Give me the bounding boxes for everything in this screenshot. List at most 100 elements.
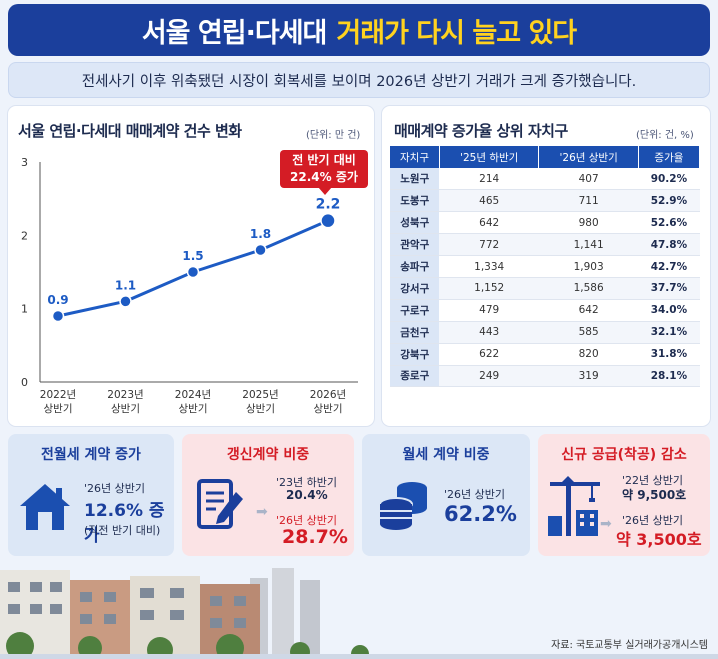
- count-cell: 622: [439, 343, 539, 366]
- x-tick-label: 상반기: [179, 403, 208, 415]
- supply-before-value: 약 9,500호: [622, 488, 687, 502]
- growth-callout-line1: 전 반기 대비: [292, 153, 356, 167]
- count-cell: 214: [439, 168, 539, 191]
- renewal-card-title: 갱신계약 비중: [226, 447, 310, 463]
- headline-highlight: 거래가 다시 늘고 있다: [336, 17, 577, 49]
- region-cell: 금천구: [390, 321, 440, 344]
- table-header-cell: '26년 상반기: [538, 146, 639, 168]
- x-tick-label: 2026년: [310, 389, 346, 401]
- house-icon: [20, 484, 70, 530]
- monthly-period: '26년 상반기: [444, 488, 505, 501]
- renewal-arrow-icon: ➡: [256, 504, 268, 520]
- table-title: 매매계약 증가율 상위 자치구: [394, 122, 568, 140]
- rent-value-text: 12.6% 증가: [84, 501, 165, 546]
- table-row: 강서구 1,152 1,586 37.7%: [390, 277, 700, 300]
- growth-rate-cell: 52.6%: [638, 211, 700, 235]
- y-tick-label: 0: [21, 376, 28, 389]
- growth-rate-cell: 42.7%: [638, 255, 700, 278]
- data-label: 1.5: [182, 249, 203, 263]
- rent-card: 전월세 계약 증가 '26년 상반기 12.6% 증가 (직전 반기 대비): [8, 434, 174, 556]
- growth-rate-cell: 32.1%: [638, 321, 700, 344]
- rent-note: (직전 반기 대비): [84, 524, 161, 537]
- x-tick-label: 상반기: [314, 403, 343, 415]
- supply-after-label: '26년 상반기: [622, 514, 683, 527]
- source-credit: 자료: 국토교통부 실거래가공개시스템: [551, 640, 708, 651]
- table-row: 송파구 1,334 1,903 42.7%: [390, 255, 700, 278]
- growth-rate-cell: 47.8%: [638, 233, 700, 257]
- growth-rate-cell: 52.9%: [638, 189, 700, 213]
- subtitle-bar: 전세사기 이후 위축됐던 시장이 회복세를 보이며 2026년 상반기 거래가 …: [8, 62, 710, 98]
- count-cell: 443: [439, 321, 539, 344]
- count-cell: 1,903: [538, 255, 639, 278]
- supply-after-value: 약 3,500호: [616, 530, 702, 549]
- table-row: 금천구 443 585 32.1%: [390, 321, 700, 344]
- data-point: [254, 243, 267, 257]
- region-cell: 강북구: [390, 343, 440, 366]
- region-cell: 강서구: [390, 277, 440, 300]
- table-unit: (단위: 건, %): [636, 130, 694, 141]
- x-tick-label: 상반기: [111, 403, 140, 415]
- region-cell: 종로구: [390, 365, 440, 388]
- region-cell: 관악구: [390, 233, 440, 257]
- data-point: [320, 212, 336, 229]
- renewal-after-value: 28.7%: [282, 526, 348, 548]
- rent-period: '26년 상반기: [84, 482, 145, 495]
- renewal-after-label: '26년 상반기: [276, 514, 337, 527]
- renewal-before-value: 20.4%: [286, 488, 328, 502]
- data-point: [186, 265, 200, 279]
- table-row: 강북구 622 820 31.8%: [390, 343, 700, 366]
- count-cell: 980: [538, 211, 639, 235]
- table-row: 관악구 772 1,141 47.8%: [390, 233, 700, 257]
- count-cell: 642: [538, 299, 639, 322]
- line-chart-unit: (단위: 만 건): [306, 130, 361, 141]
- x-tick-label: 상반기: [246, 403, 275, 415]
- data-point: [51, 309, 65, 323]
- rent-card-title: 전월세 계약 증가: [41, 447, 141, 463]
- table-header-row: 자치구 '25년 하반기 '26년 상반기 증가율: [390, 146, 701, 168]
- subtitle-text: 전세사기 이후 위축됐던 시장이 회복세를 보이며 2026년 상반기 거래가 …: [81, 73, 637, 90]
- growth-rate-cell: 37.7%: [638, 277, 700, 300]
- growth-rate-cell: 31.8%: [638, 343, 700, 366]
- table-row: 구로구 479 642 34.0%: [390, 299, 700, 322]
- data-label: 0.9: [47, 293, 68, 307]
- region-growth-table: 자치구 '25년 하반기 '26년 상반기 증가율 노원구 214 407 90.2% 도봉구…: [390, 146, 701, 388]
- supply-before-label: '22년 상반기: [622, 474, 683, 487]
- count-cell: 249: [439, 365, 539, 388]
- x-tick-label: 2022년: [40, 389, 76, 401]
- count-cell: 1,152: [439, 277, 539, 300]
- count-cell: 465: [439, 189, 539, 213]
- data-label: 1.1: [115, 278, 136, 292]
- x-tick-label: 2023년: [107, 389, 143, 401]
- contract-icon: [197, 479, 243, 529]
- data-point: [119, 295, 132, 308]
- monthly-card: 월세 계약 비중 '26년 상반기 62.2%: [362, 434, 530, 556]
- coins-icon: [379, 482, 427, 530]
- growth-callout: 전 반기 대비 22.4% 증가: [280, 150, 368, 195]
- count-cell: 585: [538, 321, 639, 344]
- headline-main: 서울 연립·다세대: [141, 17, 328, 49]
- region-cell: 성북구: [390, 211, 440, 235]
- line-chart-title: 서울 연립·다세대 매매계약 건수 변화: [18, 122, 242, 140]
- table-row: 성북구 642 980 52.6%: [390, 211, 700, 235]
- count-cell: 407: [538, 168, 639, 191]
- headline-banner: 서울 연립·다세대 거래가 다시 늘고 있다: [8, 4, 710, 56]
- renewal-card: 갱신계약 비중 ➡ '23년 하반기 20.4% '26년 상반기 28.7%: [182, 434, 354, 556]
- table-header-cell: '25년 하반기: [439, 146, 540, 168]
- table-row: 노원구 214 407 90.2%: [390, 168, 700, 191]
- table-row: 도봉구 465 711 52.9%: [390, 189, 700, 213]
- region-cell: 송파구: [390, 255, 440, 278]
- data-label: 1.8: [250, 227, 271, 241]
- monthly-value: 62.2%: [444, 502, 517, 526]
- growth-rate-cell: 34.0%: [638, 299, 700, 322]
- growth-rate-cell: 90.2%: [638, 168, 700, 191]
- line-chart-panel: 서울 연립·다세대 매매계약 건수 변화 (단위: 만 건) 0 1 2 3 0.9 20…: [8, 106, 374, 426]
- region-cell: 노원구: [390, 168, 440, 191]
- count-cell: 1,334: [439, 255, 539, 278]
- y-tick-label: 1: [21, 303, 28, 316]
- cityscape-illustration: [0, 560, 718, 659]
- count-cell: 479: [439, 299, 539, 322]
- count-cell: 319: [538, 365, 639, 388]
- x-tick-label: 2025년: [242, 389, 278, 401]
- table-header-cell: 자치구: [390, 146, 440, 168]
- supply-card: 신규 공급(착공) 감소 '22년 상반기 약 9,500호 ➡ '26년 상반…: [538, 434, 710, 556]
